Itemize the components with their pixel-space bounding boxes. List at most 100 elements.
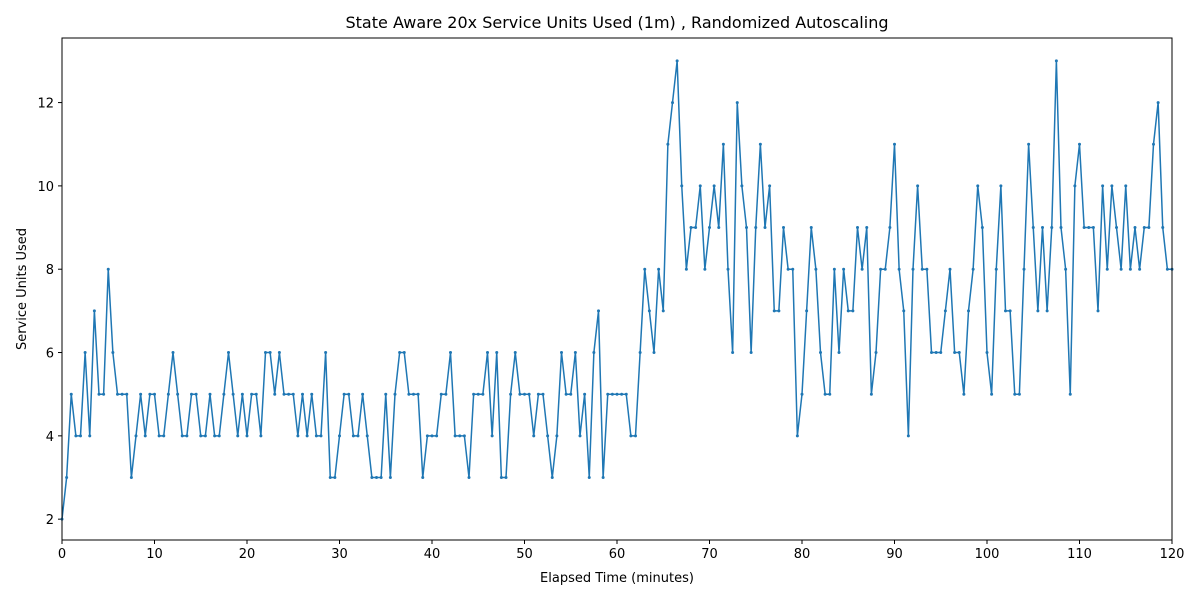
point: [421, 476, 425, 480]
point: [948, 267, 952, 271]
point: [83, 351, 87, 355]
point: [1091, 226, 1095, 230]
point: [560, 351, 563, 355]
point: [1068, 392, 1072, 396]
point: [1027, 142, 1031, 146]
point: [240, 392, 244, 396]
point: [176, 392, 180, 396]
point: [749, 351, 753, 355]
point: [976, 184, 980, 188]
point: [999, 184, 1003, 188]
point: [643, 267, 647, 271]
point: [980, 226, 984, 230]
point: [527, 392, 531, 396]
point: [721, 142, 725, 146]
point: [92, 309, 96, 313]
point: [227, 351, 230, 355]
point: [684, 267, 688, 271]
point: [601, 476, 605, 480]
point: [758, 142, 762, 146]
point: [282, 392, 286, 396]
point: [439, 392, 443, 396]
point: [791, 267, 795, 271]
point: [772, 309, 776, 313]
point: [879, 267, 883, 271]
x-tick-label: 10: [146, 547, 163, 562]
point: [254, 392, 258, 396]
point: [1115, 226, 1118, 230]
point: [597, 309, 600, 313]
point: [1124, 184, 1128, 188]
point: [657, 267, 661, 271]
point: [1031, 226, 1035, 230]
point: [717, 226, 721, 230]
x-tick-label: 40: [424, 547, 441, 562]
chart-title: State Aware 20x Service Units Used (1m) …: [346, 13, 889, 32]
point: [856, 226, 859, 230]
point: [287, 392, 291, 396]
point: [499, 476, 503, 480]
point: [416, 392, 420, 396]
point: [550, 476, 554, 480]
point: [1138, 267, 1142, 271]
point: [943, 309, 947, 313]
point: [888, 226, 892, 230]
point: [504, 476, 508, 480]
point: [800, 392, 804, 396]
point: [1156, 101, 1160, 105]
point: [250, 392, 254, 396]
point: [375, 476, 378, 480]
point: [985, 351, 989, 355]
x-tick-label: 50: [516, 547, 533, 562]
point: [495, 351, 499, 355]
y-tick-label: 4: [46, 430, 54, 445]
point: [111, 351, 115, 355]
x-tick-label: 0: [58, 547, 66, 562]
point: [153, 392, 156, 396]
y-tick-label: 10: [37, 180, 54, 195]
point: [620, 392, 624, 396]
point: [823, 392, 827, 396]
point: [356, 434, 360, 438]
point: [1101, 184, 1105, 188]
point: [509, 392, 513, 396]
point: [342, 392, 346, 396]
y-tick-label: 6: [46, 347, 54, 362]
point: [745, 226, 748, 230]
point: [148, 392, 152, 396]
x-axis-label: Elapsed Time (minutes): [540, 571, 694, 586]
point: [74, 434, 78, 438]
x-tick-label: 70: [701, 547, 718, 562]
point: [523, 392, 526, 396]
point: [763, 226, 767, 230]
point: [546, 434, 550, 438]
point: [1050, 226, 1054, 230]
point: [125, 392, 129, 396]
point: [1078, 142, 1081, 146]
point: [1022, 267, 1026, 271]
point: [449, 351, 452, 355]
point: [324, 351, 328, 355]
point: [166, 392, 170, 396]
point: [301, 392, 304, 396]
point: [217, 434, 221, 438]
point: [634, 434, 637, 438]
point: [606, 392, 610, 396]
point: [957, 351, 961, 355]
point: [661, 309, 665, 313]
point: [1110, 184, 1114, 188]
point: [851, 309, 855, 313]
point: [726, 267, 730, 271]
point: [1073, 184, 1077, 188]
point: [264, 351, 267, 355]
point: [953, 351, 957, 355]
point: [1036, 309, 1040, 313]
point: [194, 392, 198, 396]
point: [467, 476, 471, 480]
point: [902, 309, 906, 313]
point: [1013, 392, 1017, 396]
point: [994, 267, 998, 271]
point: [444, 392, 448, 396]
point: [569, 392, 573, 396]
